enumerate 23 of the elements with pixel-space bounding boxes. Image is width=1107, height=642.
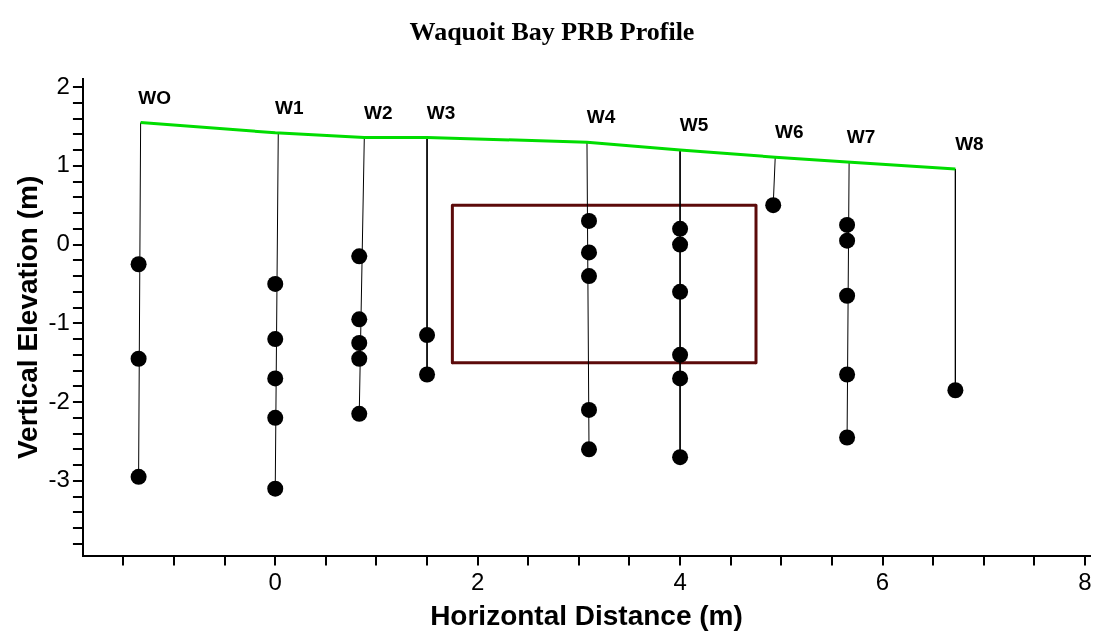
annotation: W1 <box>274 96 304 118</box>
y-tick-label: -1 <box>48 307 70 335</box>
annotation: WO <box>138 86 171 108</box>
annotation: W4 <box>586 106 616 128</box>
y-tick-label: 0 <box>56 229 70 257</box>
y-tick-label: -3 <box>48 465 70 493</box>
x-tick-label: 2 <box>470 567 485 595</box>
x-tick-label: 6 <box>875 567 890 595</box>
annotation: W8 <box>955 133 984 155</box>
annotation: W5 <box>679 114 709 136</box>
x-tick-label: 0 <box>268 567 282 595</box>
y-tick-label: -2 <box>48 386 70 414</box>
annotation: W6 <box>774 121 804 143</box>
annotation: W7 <box>846 126 876 148</box>
annotation: W3 <box>426 101 456 123</box>
y-axis-title: Vertical Elevation (m) <box>11 175 43 460</box>
x-axis-title: Horizontal Distance (m) <box>430 599 743 631</box>
chart-title: Waquoit Bay PRB Profile <box>409 17 695 47</box>
y-tick-label: 1 <box>56 150 70 178</box>
y-tick-label: 2 <box>56 71 70 99</box>
annotation: W2 <box>364 101 393 123</box>
x-tick-label: 4 <box>673 567 687 595</box>
x-tick-label: 8 <box>1078 567 1092 595</box>
